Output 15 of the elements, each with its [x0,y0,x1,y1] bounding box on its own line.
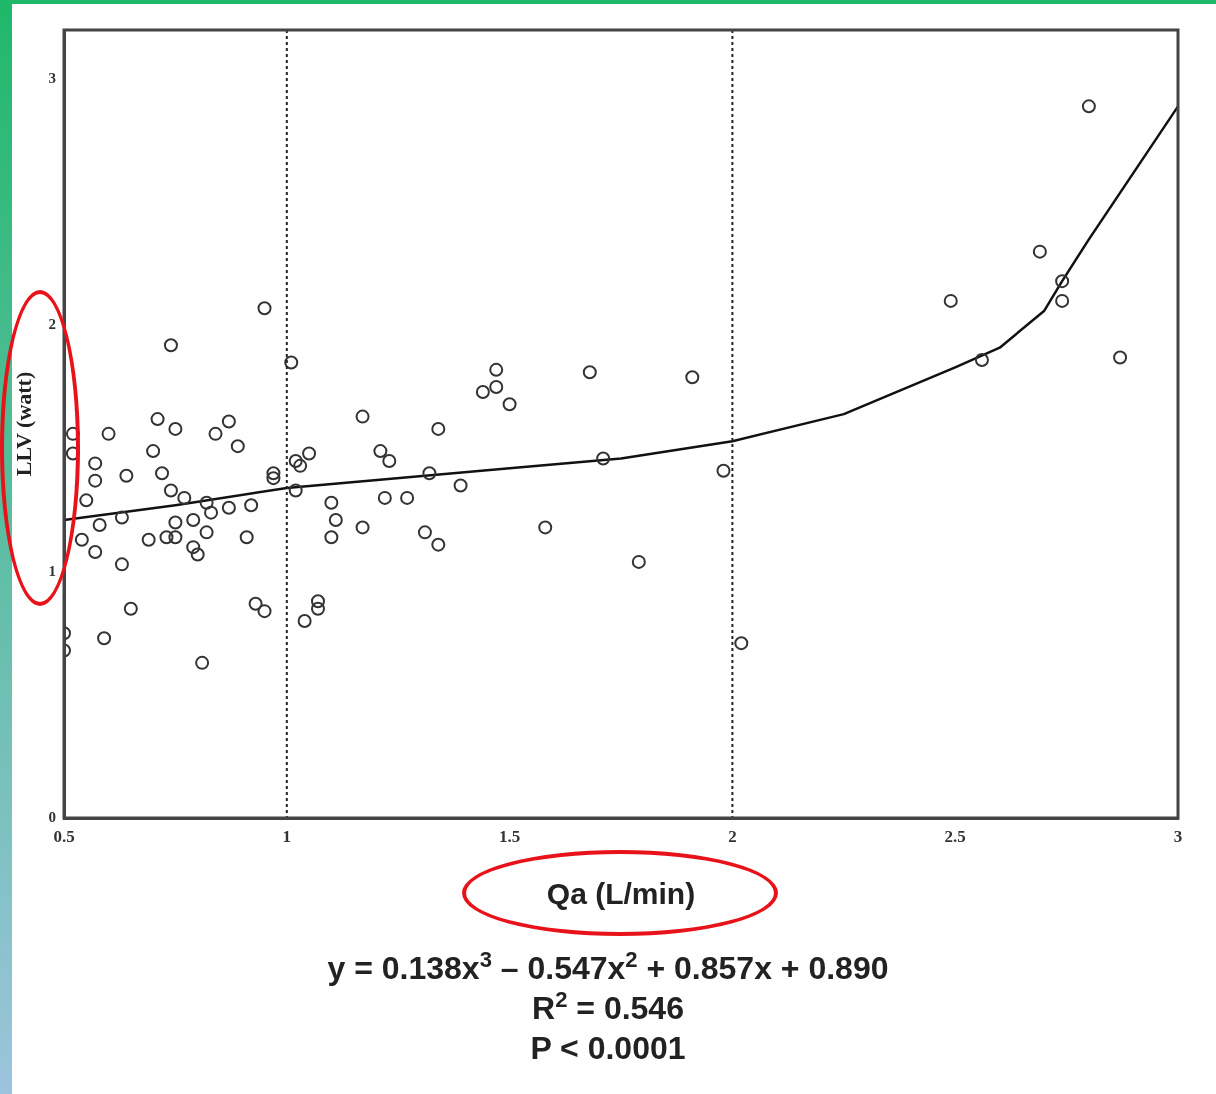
x-axis-title: Qa (L/min) [546,877,696,911]
x-tick-label: 3 [1173,826,1183,846]
x-tick-label: 1.5 [498,826,521,846]
y-tick-label: 2 [48,316,56,333]
text: y = 0.138x$^{3}$ – 0.547x$^{2}$ + 0.857x + 0.890 [326,947,890,988]
y-tick-label: 1 [48,562,56,579]
y-tick-label: 3 [48,70,56,87]
x-tick-label: 2 [728,826,737,846]
y-axis-title: LLV (watt) [10,371,36,477]
x-tick-label: 0.5 [53,826,75,846]
text: R$^{2}$ = 0.546 [531,987,685,1028]
x-tick-label: 1 [282,826,292,846]
text: P < 0.0001 [529,1029,687,1068]
y-tick-label: 0 [48,808,56,825]
x-tick-label: 2.5 [944,826,966,846]
